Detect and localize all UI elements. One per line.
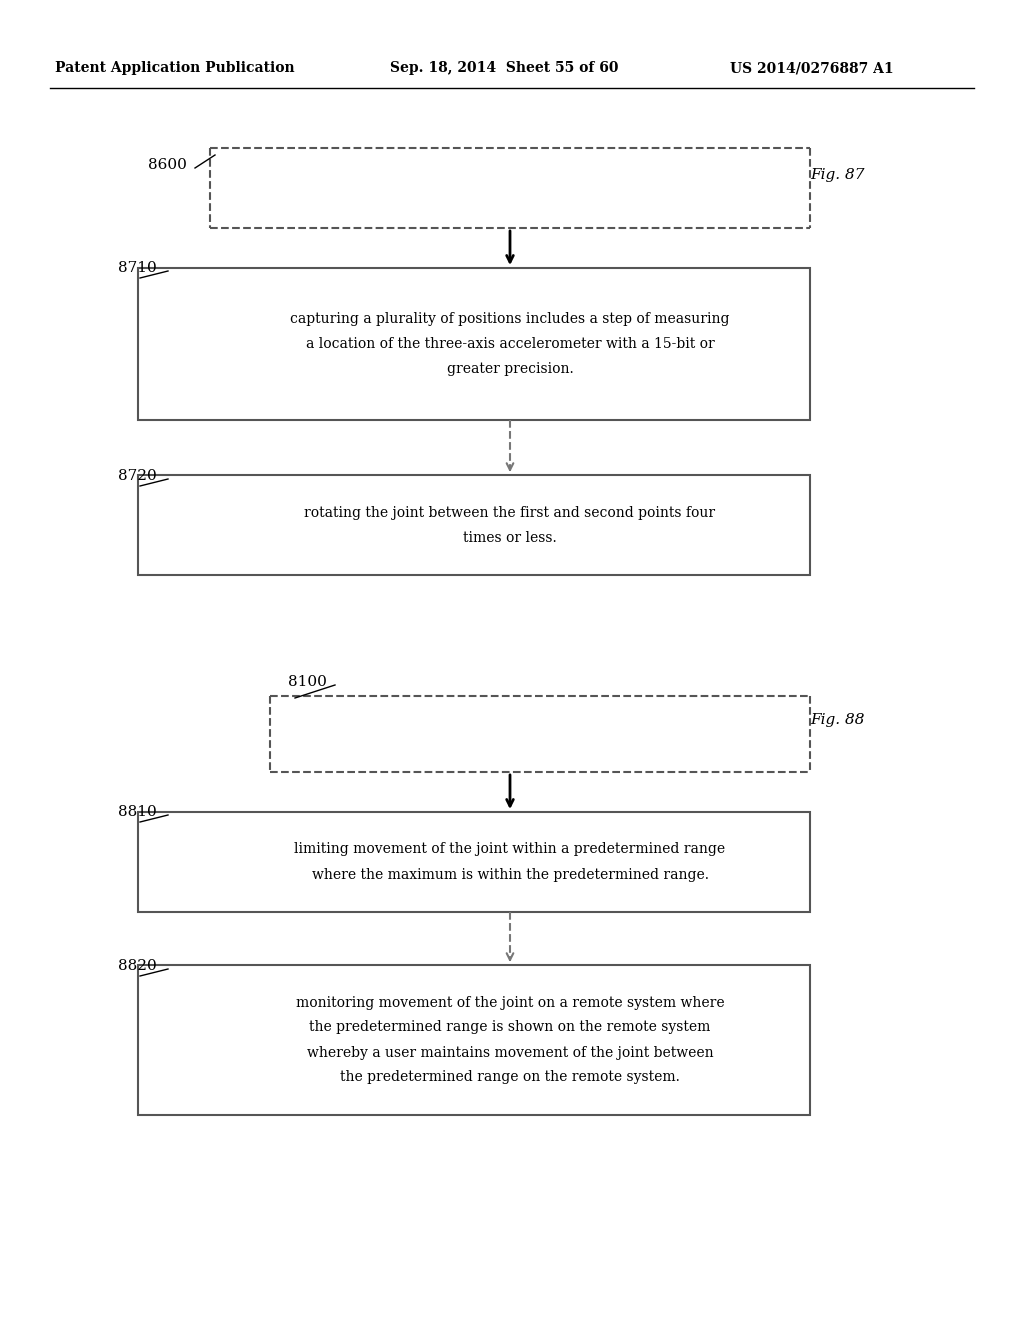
Text: 8810: 8810 [118,805,157,818]
Bar [138,268,810,420]
Text: Patent Application Publication: Patent Application Publication [55,61,295,75]
Text: 8720: 8720 [118,469,157,483]
Text: limiting movement of the joint within a predetermined range
where the maximum is: limiting movement of the joint within a … [295,842,726,882]
Text: US 2014/0276887 A1: US 2014/0276887 A1 [730,61,894,75]
Text: 8100: 8100 [288,675,327,689]
Text: Fig. 87: Fig. 87 [810,168,864,182]
Bar [138,965,810,1115]
Text: 8600: 8600 [148,158,186,172]
Text: Fig. 88: Fig. 88 [810,713,864,727]
Text: capturing a plurality of positions includes a step of measuring
a location of th: capturing a plurality of positions inclu… [290,312,730,376]
Bar [138,812,810,912]
Text: rotating the joint between the first and second points four
times or less.: rotating the joint between the first and… [304,506,716,544]
Text: 8820: 8820 [118,960,157,973]
Text: 8710: 8710 [118,261,157,275]
Text: Sep. 18, 2014  Sheet 55 of 60: Sep. 18, 2014 Sheet 55 of 60 [390,61,618,75]
Bar [138,475,810,576]
Text: monitoring movement of the joint on a remote system where
the predetermined rang: monitoring movement of the joint on a re… [296,995,724,1085]
